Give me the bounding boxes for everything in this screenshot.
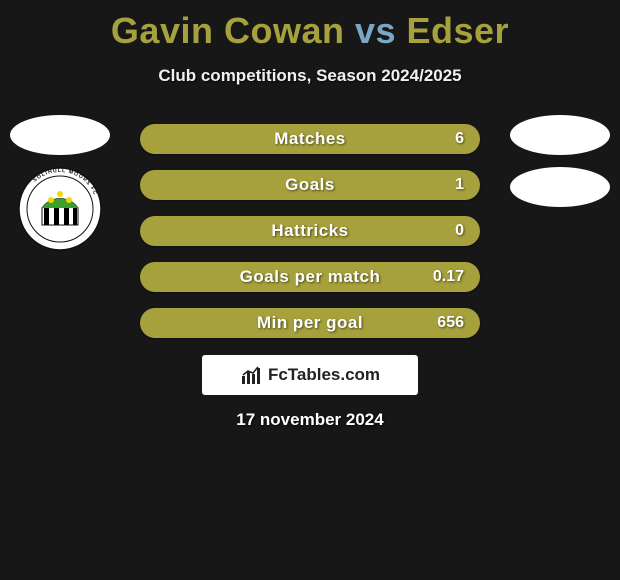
stat-label: Matches [274,129,346,149]
stat-value: 656 [437,314,464,332]
stat-value: 0 [455,222,464,240]
title-player2: Edser [407,10,510,51]
stat-label: Goals [285,175,335,195]
stat-row: Matches 6 [140,124,480,154]
club-crest: SOLIHULL MOORS FC [18,167,102,251]
stats-list: Matches 6 Goals 1 Hattricks 0 Goals per match 0… [140,124,480,354]
stat-value: 1 [455,176,464,194]
stat-label: Goals per match [240,267,381,287]
page-title: Gavin Cowan vs Edser [0,0,620,52]
title-vs: vs [344,10,406,51]
stat-label: Hattricks [271,221,348,241]
stat-row: Goals 1 [140,170,480,200]
stat-value: 6 [455,130,464,148]
right-column [510,115,610,219]
left-column: SOLIHULL MOORS FC [10,115,110,251]
date-stamp: 17 november 2024 [0,410,620,430]
brand-text: FcTables.com [268,365,380,385]
player1-pill [10,115,110,155]
stat-row: Min per goal 656 [140,308,480,338]
title-player1: Gavin Cowan [111,10,345,51]
brand-badge: FcTables.com [202,355,418,395]
stat-value: 0.17 [433,268,464,286]
subtitle: Club competitions, Season 2024/2025 [0,66,620,86]
player2-pill-1 [510,115,610,155]
stat-row: Hattricks 0 [140,216,480,246]
stat-label: Min per goal [257,313,363,333]
player2-pill-2 [510,167,610,207]
stat-row: Goals per match 0.17 [140,262,480,292]
brand-chart-icon [240,364,262,386]
